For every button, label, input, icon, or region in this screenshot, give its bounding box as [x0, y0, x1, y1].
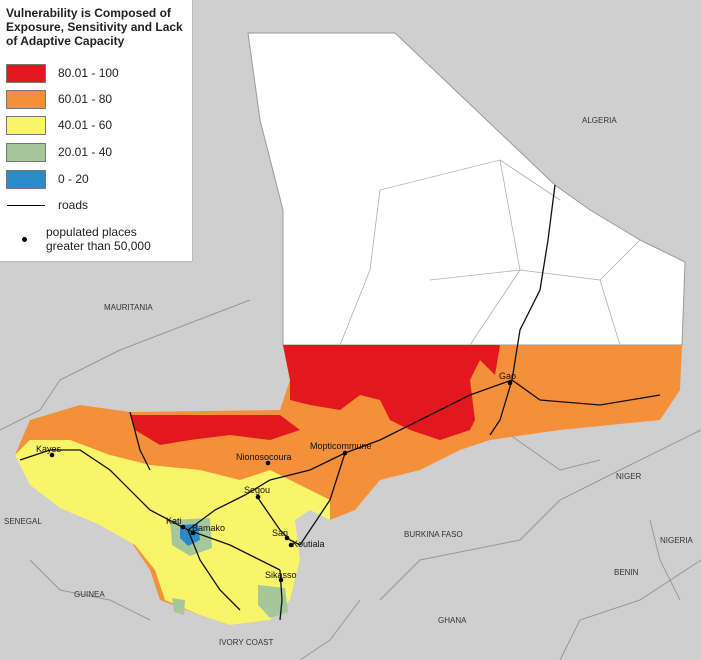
- map-legend: Vulnerability is Composed of Exposure, S…: [0, 0, 193, 262]
- city-marker-nionosocoura: [265, 460, 271, 466]
- country-label-senegal: SENEGAL: [4, 517, 42, 526]
- legend-row-populated-places: populated places greater than 50,000: [6, 224, 151, 254]
- city-label-koutiala: Koutiala: [292, 539, 325, 549]
- legend-populated-dot: [22, 236, 27, 242]
- city-label-bamako: Bamako: [192, 523, 225, 533]
- country-label-niger: NIGER: [616, 472, 642, 481]
- legend-label-roads: roads: [58, 198, 89, 212]
- city-marker-gao: [507, 380, 513, 386]
- city-label-sikasso: Sikasso: [265, 570, 297, 580]
- roads: [19, 184, 661, 621]
- country-label-burkina-faso: BURKINA FASO: [404, 530, 463, 539]
- country-label-nigeria: NIGERIA: [660, 536, 694, 545]
- legend-swatch-80-100: [6, 63, 46, 83]
- country-borders: [0, 299, 701, 660]
- legend-row-roads: roads: [6, 195, 88, 215]
- city-marker-koutiala: [288, 542, 294, 548]
- legend-swatch-0-20: [6, 169, 46, 189]
- legend-label-populated-line1: populated places: [46, 225, 137, 239]
- legend-row-0-20: 0 - 20: [6, 169, 89, 189]
- city-label-kayes: Kayes: [36, 444, 62, 454]
- city-label-mopticommune: Mopticommune: [310, 441, 372, 451]
- legend-row-20-40: 20.01 - 40: [6, 142, 112, 162]
- country-label-benin: BENIN: [614, 568, 639, 577]
- mali-region-80-100: [283, 345, 500, 440]
- legend-label-20-40: 20.01 - 40: [58, 145, 113, 159]
- city-marker-mopticommune: [342, 450, 348, 456]
- legend-title: Vulnerability is Composed of Exposure, S…: [6, 6, 183, 48]
- legend-row-40-60: 40.01 - 60: [6, 115, 112, 135]
- city-marker-san: [284, 535, 290, 541]
- legend-swatch-60-80: [6, 89, 46, 109]
- city-label-gao: Gao: [499, 371, 516, 381]
- legend-label-populated-line2: greater than 50,000: [46, 239, 151, 253]
- legend-swatch-40-60: [6, 115, 46, 135]
- legend-label-populated: populated places greater than 50,000: [46, 225, 151, 253]
- country-label-ghana: GHANA: [438, 616, 467, 625]
- legend-row-80-100: 80.01 - 100: [6, 63, 119, 83]
- city-label-san: San: [272, 528, 288, 538]
- legend-label-0-20: 0 - 20: [58, 172, 89, 186]
- city-marker-segou: [255, 494, 261, 500]
- legend-swatch-20-40: [6, 142, 46, 162]
- country-label-mauritania: MAURITANIA: [104, 303, 153, 312]
- legend-label-40-60: 40.01 - 60: [58, 118, 113, 132]
- legend-label-80-100: 80.01 - 100: [58, 66, 119, 80]
- city-marker-bamako: [190, 530, 196, 536]
- country-label-algeria: ALGERIA: [582, 116, 617, 125]
- country-label-ivory-coast: IVORY COAST: [219, 638, 274, 647]
- city-label-kati: Kati: [166, 516, 182, 526]
- mali-region-20-40-b: [172, 598, 185, 615]
- city-marker-kayes: [49, 452, 55, 458]
- city-marker-sikasso: [278, 577, 284, 583]
- legend-road-line: [7, 204, 45, 206]
- city-label-segou: Segou: [244, 485, 270, 495]
- mali-region-80-100-west: [130, 415, 300, 445]
- legend-row-60-80: 60.01 - 80: [6, 89, 112, 109]
- populated-places: Kayes Nionosocoura Mopticommune Gao Sego…: [36, 371, 516, 583]
- northern-mali-region: [247, 32, 686, 346]
- legend-label-60-80: 60.01 - 80: [58, 92, 113, 106]
- northern-district-lines: [339, 159, 641, 346]
- city-label-nionosocoura: Nionosocoura: [236, 452, 292, 462]
- city-marker-kati: [180, 524, 186, 530]
- country-label-guinea: GUINEA: [74, 590, 105, 599]
